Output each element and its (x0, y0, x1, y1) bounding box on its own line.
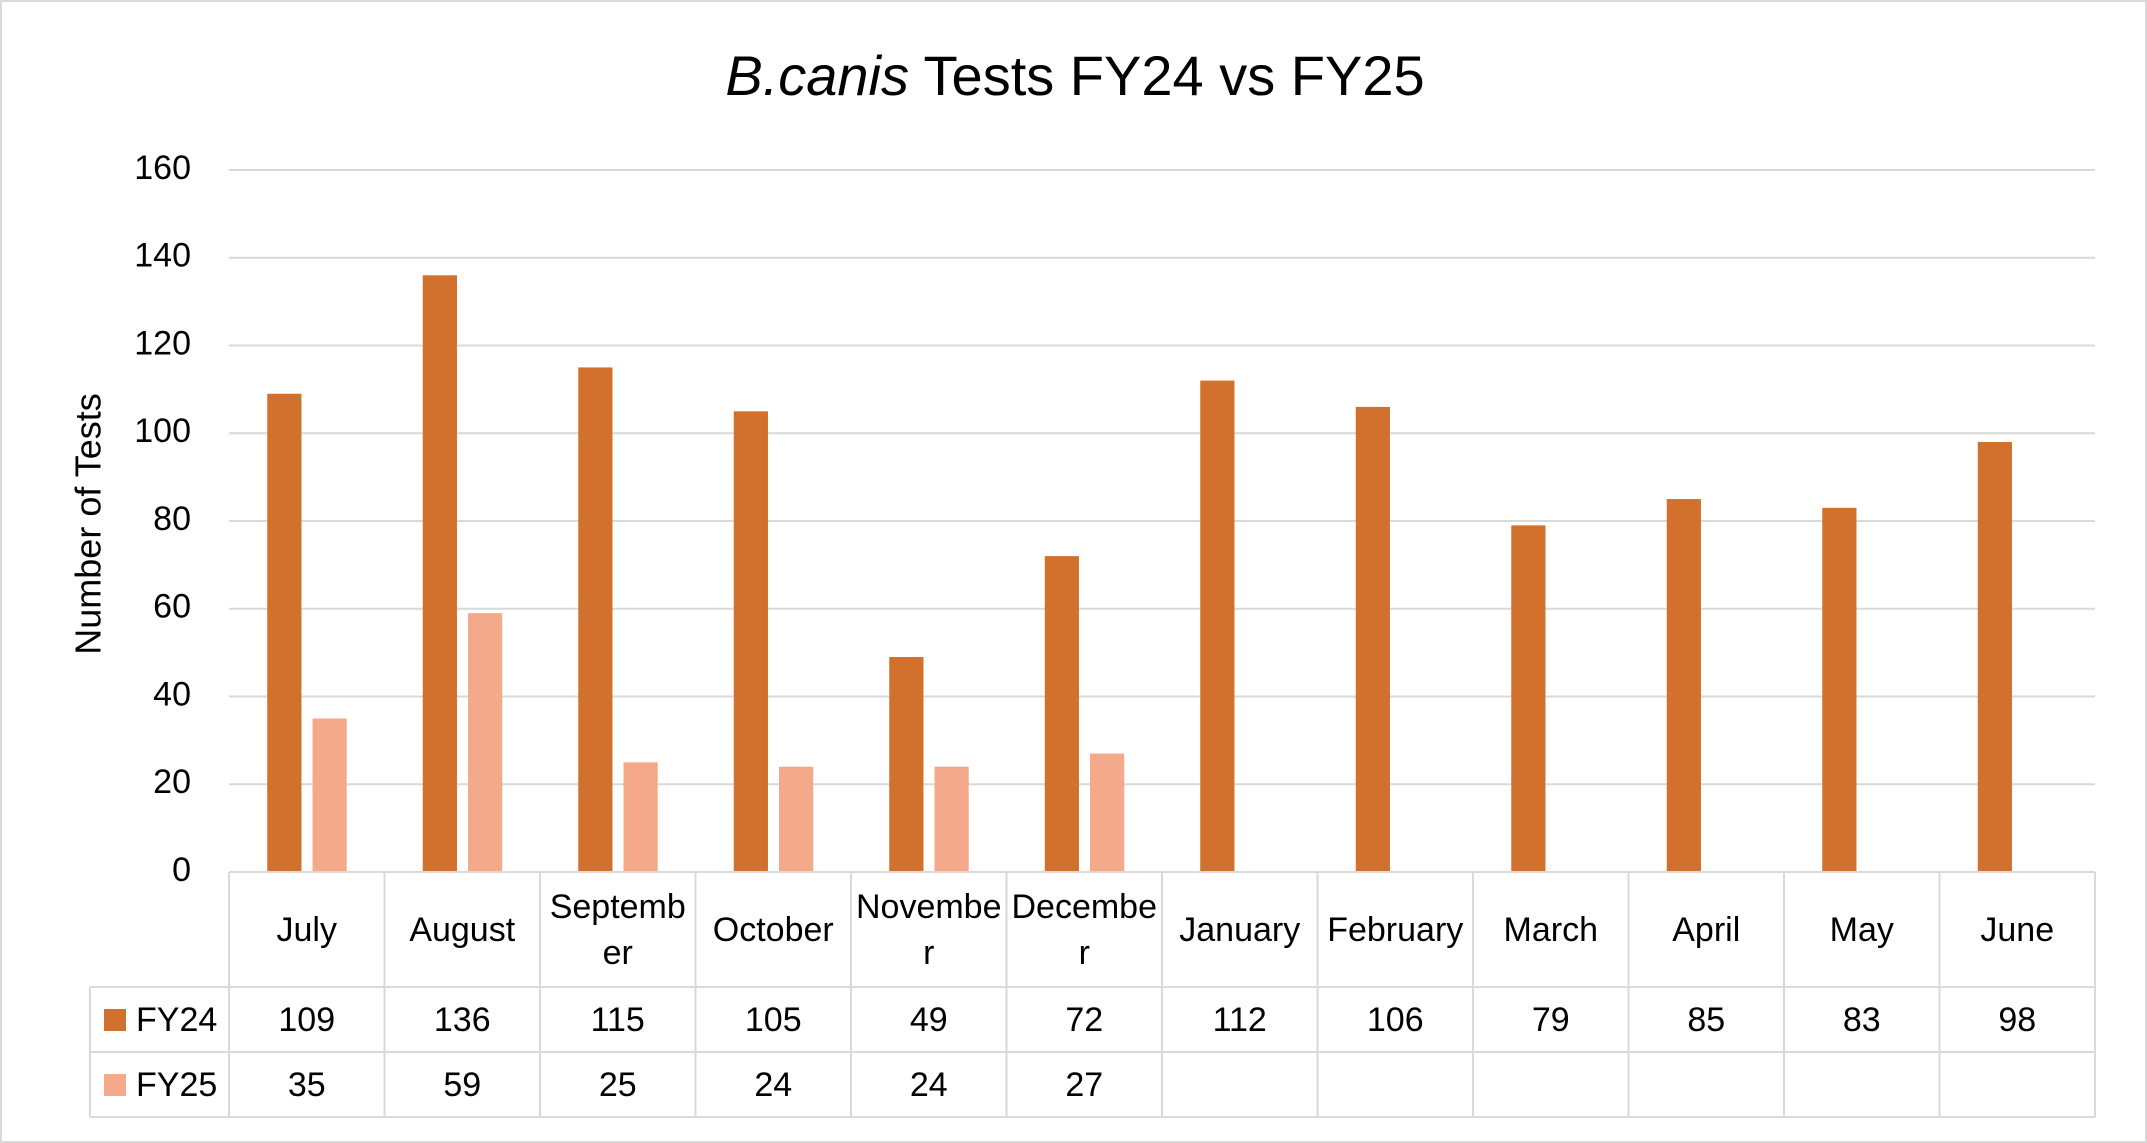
table-value: 59 (443, 1065, 482, 1104)
bar (1355, 406, 1390, 872)
y-tick-label: 20 (153, 763, 191, 801)
x-tick-label: February (1327, 910, 1464, 949)
x-tick-label: October (712, 910, 834, 949)
table-value: 72 (1065, 1000, 1104, 1039)
title-part: B.canis (725, 44, 909, 107)
x-tick-label: May (1829, 910, 1894, 949)
table-value: 25 (598, 1065, 637, 1104)
bar (623, 762, 658, 872)
table-value: 24 (754, 1065, 793, 1104)
bar (1666, 499, 1701, 872)
legend-swatch (104, 1008, 126, 1031)
chart-title: B.canis Tests FY24 vs FY25 (725, 44, 1424, 107)
table-value: 83 (1842, 1000, 1881, 1039)
x-tick-label: June (1980, 910, 2055, 949)
legend-entry: FY25 (90, 1052, 229, 1117)
bar (422, 275, 457, 872)
x-tick-label: August (409, 910, 516, 949)
x-tick-label: January (1179, 910, 1301, 949)
bar (267, 393, 302, 872)
bar (934, 766, 969, 872)
y-tick-label: 40 (153, 675, 191, 713)
bar (733, 411, 768, 872)
bar (1822, 507, 1857, 872)
table-value: 85 (1687, 1000, 1726, 1039)
table-value: 136 (433, 1000, 491, 1039)
x-tick-label: November (855, 887, 1002, 972)
x-tick-label: April (1672, 910, 1741, 949)
y-tick-label: 120 (134, 324, 191, 362)
y-tick-label: 0 (172, 851, 191, 889)
legend-entry: FY24 (90, 987, 229, 1052)
table-value: 27 (1065, 1065, 1104, 1104)
legend-swatch (104, 1073, 126, 1096)
bar (1090, 753, 1125, 872)
table-value: 105 (744, 1000, 802, 1039)
table-value: 35 (287, 1065, 326, 1104)
x-tick-label: July (276, 910, 337, 949)
bar (1200, 380, 1235, 872)
x-tick-label: September (549, 887, 686, 972)
bar (468, 613, 503, 872)
bar (1977, 442, 2012, 872)
table-value: 106 (1366, 1000, 1424, 1039)
bar (312, 718, 347, 872)
y-tick-label: 60 (153, 588, 191, 626)
table-value: 109 (278, 1000, 336, 1039)
y-tick-label: 140 (134, 237, 191, 275)
table-value: 79 (1531, 1000, 1570, 1039)
table-value: 49 (909, 1000, 948, 1039)
bar (578, 367, 613, 872)
title-part: Tests FY24 vs FY25 (909, 44, 1425, 107)
bar (779, 766, 814, 872)
bar (1044, 556, 1079, 872)
table-value: 98 (1998, 1000, 2037, 1039)
legend-label: FY25 (136, 1065, 218, 1104)
table-value: 112 (1212, 1000, 1267, 1039)
table-value: 115 (590, 1000, 645, 1039)
x-tick-label: December (1011, 887, 1157, 972)
table-value: 24 (909, 1065, 948, 1104)
y-tick-label: 160 (134, 149, 191, 187)
x-tick-label: March (1503, 910, 1598, 949)
bar (1511, 525, 1546, 872)
y-tick-label: 100 (134, 412, 191, 450)
y-tick-label: 80 (153, 500, 191, 538)
bar (889, 657, 924, 872)
y-axis-title: Number of Tests (68, 393, 109, 654)
legend-label: FY24 (136, 1000, 218, 1039)
